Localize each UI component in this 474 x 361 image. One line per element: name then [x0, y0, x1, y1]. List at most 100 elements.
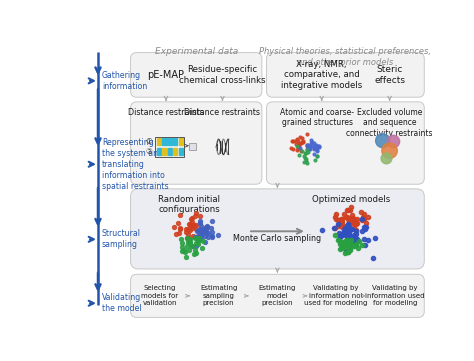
- Point: [346, 222, 353, 228]
- Point: [203, 227, 210, 232]
- Point: [350, 217, 357, 222]
- Point: [361, 211, 368, 217]
- Point: [343, 214, 351, 220]
- Point: [313, 153, 321, 159]
- Point: [209, 234, 216, 240]
- Point: [346, 227, 353, 233]
- Bar: [173, 138, 177, 145]
- Point: [341, 239, 349, 244]
- Point: [352, 234, 359, 239]
- Point: [289, 138, 297, 144]
- Point: [346, 247, 354, 252]
- Point: [177, 226, 184, 232]
- Point: [299, 148, 306, 154]
- Point: [178, 240, 186, 246]
- Point: [352, 228, 360, 234]
- Point: [350, 239, 358, 245]
- Point: [196, 236, 203, 242]
- Point: [298, 139, 306, 145]
- Point: [301, 150, 309, 156]
- Point: [338, 240, 346, 246]
- Point: [195, 238, 202, 244]
- Point: [346, 238, 354, 244]
- Point: [319, 227, 326, 233]
- Point: [187, 239, 194, 245]
- Point: [194, 233, 201, 239]
- Point: [313, 145, 320, 151]
- Circle shape: [381, 153, 392, 164]
- Text: X-ray, NMR,
comparative, and
integrative models: X-ray, NMR, comparative, and integrative…: [281, 60, 362, 90]
- Point: [345, 226, 353, 231]
- Point: [297, 140, 305, 146]
- Point: [352, 242, 360, 248]
- Text: Estimating
model
precision: Estimating model precision: [259, 286, 296, 306]
- Point: [338, 224, 346, 230]
- Bar: [168, 138, 172, 145]
- Point: [307, 144, 314, 149]
- Point: [314, 153, 321, 158]
- Point: [342, 248, 350, 254]
- Point: [350, 226, 358, 231]
- Text: Residue-specific
chemical cross-links: Residue-specific chemical cross-links: [179, 65, 266, 84]
- Circle shape: [375, 134, 390, 148]
- Point: [183, 243, 191, 249]
- Point: [361, 243, 369, 248]
- Text: Excluded volume
and sequence
connectivity restraints: Excluded volume and sequence connectivit…: [346, 108, 433, 138]
- Point: [347, 217, 355, 223]
- Point: [287, 145, 295, 151]
- Point: [191, 251, 198, 257]
- Point: [335, 223, 342, 229]
- Point: [371, 235, 378, 241]
- Point: [191, 235, 199, 240]
- Point: [195, 235, 203, 240]
- Point: [201, 226, 208, 231]
- Point: [331, 225, 338, 230]
- Point: [195, 238, 202, 243]
- Point: [352, 242, 360, 247]
- Point: [308, 140, 315, 145]
- Point: [312, 142, 320, 147]
- Point: [186, 236, 194, 242]
- Point: [204, 225, 211, 230]
- Point: [337, 219, 345, 225]
- Point: [316, 143, 323, 148]
- Point: [295, 142, 302, 148]
- Point: [345, 228, 352, 234]
- Point: [300, 139, 307, 145]
- Point: [185, 247, 192, 253]
- Point: [188, 244, 195, 249]
- Point: [340, 223, 348, 229]
- Point: [316, 144, 323, 150]
- Point: [186, 239, 193, 244]
- Point: [177, 212, 184, 218]
- Point: [310, 151, 318, 157]
- Point: [179, 244, 186, 250]
- Point: [348, 237, 356, 243]
- Point: [288, 139, 295, 144]
- Point: [209, 229, 216, 235]
- Point: [214, 232, 221, 238]
- Point: [189, 223, 196, 229]
- Point: [358, 217, 365, 223]
- Point: [182, 229, 190, 235]
- Point: [301, 156, 309, 161]
- Point: [196, 229, 203, 234]
- Point: [311, 144, 319, 149]
- Point: [354, 245, 362, 251]
- Point: [201, 229, 208, 235]
- Bar: [157, 138, 161, 145]
- Point: [346, 226, 354, 232]
- Point: [201, 239, 208, 245]
- Point: [192, 243, 200, 248]
- Point: [347, 237, 355, 243]
- Point: [193, 228, 201, 234]
- Point: [296, 135, 304, 140]
- Point: [335, 230, 343, 236]
- Point: [203, 223, 211, 229]
- Text: Physical theories, statistical preferences,
and other prior models: Physical theories, statistical preferenc…: [259, 47, 431, 66]
- Point: [296, 152, 303, 158]
- Point: [352, 238, 360, 244]
- Point: [343, 225, 350, 231]
- Text: ②: ②: [146, 147, 153, 156]
- Point: [188, 215, 196, 221]
